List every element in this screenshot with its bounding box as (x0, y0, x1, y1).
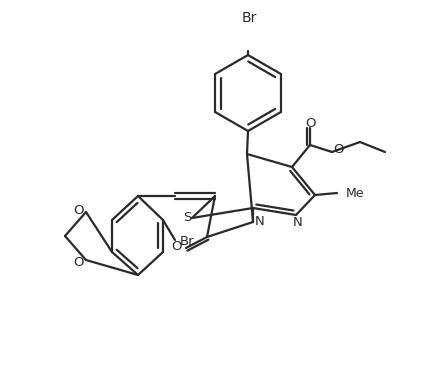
Text: Br: Br (180, 234, 194, 247)
Text: O: O (171, 240, 181, 253)
Text: O: O (334, 142, 344, 155)
Text: N: N (255, 214, 265, 227)
Text: N: N (293, 216, 303, 229)
Text: O: O (73, 256, 83, 269)
Text: S: S (183, 210, 191, 223)
Text: Br: Br (241, 11, 257, 25)
Text: O: O (305, 116, 315, 129)
Text: Me: Me (346, 187, 365, 200)
Text: O: O (73, 204, 83, 217)
